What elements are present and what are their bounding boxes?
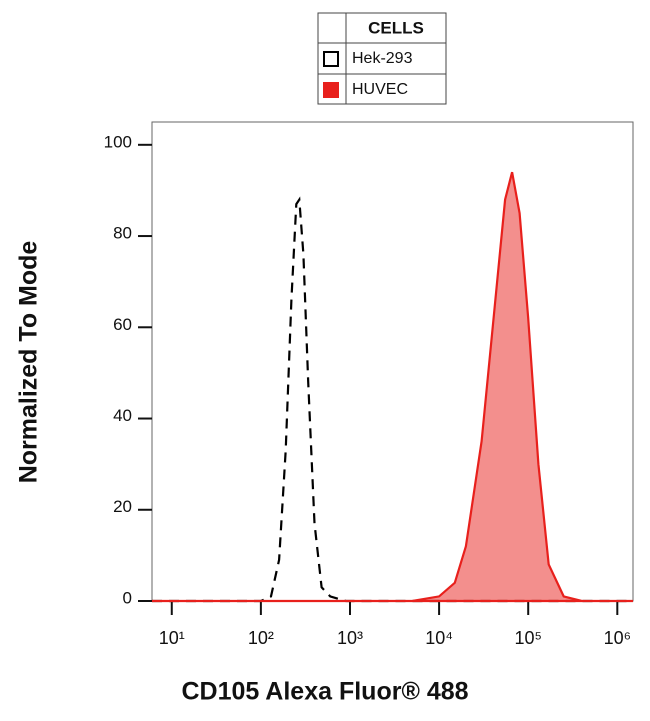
x-tick-label: 10⁴ (425, 628, 453, 648)
x-tick-label: 10³ (337, 628, 363, 648)
legend-swatch (323, 51, 339, 67)
x-tick-label: 10⁵ (514, 628, 541, 648)
x-tick-label: 10¹ (159, 628, 185, 648)
y-tick-label: 60 (113, 315, 132, 334)
legend-box (317, 12, 447, 105)
legend-title: CELLS (368, 18, 424, 37)
legend-label: HUVEC (352, 81, 408, 98)
x-axis-title: CD105 Alexa Fluor® 488 (181, 678, 468, 706)
x-tick-label: 10⁶ (604, 628, 631, 648)
y-axis-title: Normalized To Mode (15, 241, 43, 484)
y-tick-label: 40 (113, 406, 132, 425)
y-tick-label: 100 (104, 132, 132, 151)
x-tick-label: 10² (248, 628, 274, 648)
y-tick-label: 0 (123, 588, 132, 607)
legend-label: Hek-293 (352, 50, 413, 67)
legend-swatch (323, 82, 339, 98)
y-tick-label: 20 (113, 497, 132, 516)
y-tick-label: 80 (113, 224, 132, 243)
plot-frame (151, 121, 634, 602)
histogram (152, 171, 633, 603)
histogram (152, 196, 633, 603)
